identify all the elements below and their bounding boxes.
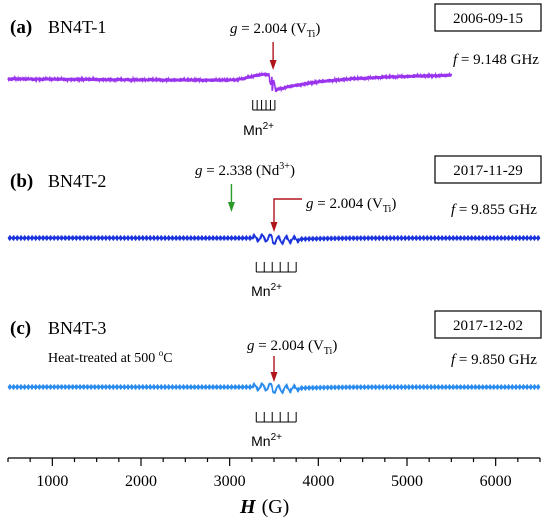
panel-c-date: 2017-12-02 bbox=[453, 318, 523, 334]
panel-a-sample: BN4T-1 bbox=[48, 17, 106, 37]
vti-arrow bbox=[273, 198, 302, 224]
panel-b-sample: BN4T-2 bbox=[48, 171, 106, 191]
mn-label: Mn2+ bbox=[251, 282, 282, 299]
mn-label: Mn2+ bbox=[243, 121, 274, 138]
panel-c-frequency: f = 9.850 GHz bbox=[451, 352, 537, 368]
panel-a-g-label: g = 2.004 (VTi) bbox=[230, 21, 320, 40]
vti-arrowhead bbox=[269, 60, 277, 70]
panel-b-date: 2017-11-29 bbox=[453, 163, 522, 179]
panel-b-label: (b) bbox=[10, 171, 33, 192]
x-tick-label: 1000 bbox=[36, 473, 68, 490]
plot-area: Mn2+ Mn2+ Mn2+ bbox=[7, 42, 541, 449]
spectrum-line-panel-2 bbox=[7, 232, 541, 246]
panel-b-g-label: g = 2.004 (VTi) bbox=[306, 196, 396, 215]
x-axis-ticks: 1000 2000 3000 4000 5000 6000 bbox=[7, 458, 541, 490]
panel-b-date-box bbox=[434, 155, 542, 184]
vti-arrowhead bbox=[270, 222, 278, 232]
x-tick-label: 4000 bbox=[302, 473, 334, 490]
x-axis-label: H (G) bbox=[239, 496, 289, 518]
panel-c-g-label: g = 2.004 (VTi) bbox=[247, 338, 337, 357]
x-tick-label: 3000 bbox=[214, 473, 246, 490]
panel-a-label: (a) bbox=[10, 17, 32, 38]
panel-a-frequency-value: = 9.148 GHz bbox=[457, 52, 539, 68]
panel-c-date-box bbox=[434, 310, 542, 339]
panel-b-frequency: f = 9.855 GHz bbox=[451, 202, 537, 218]
panel-a-date: 2006-09-15 bbox=[453, 11, 523, 27]
x-tick-label: 5000 bbox=[391, 473, 423, 490]
spectrum-line-panel-3 bbox=[7, 381, 541, 395]
panel-c-note: Heat-treated at 500 oC bbox=[48, 348, 173, 366]
nd-arrowhead bbox=[227, 202, 235, 212]
panel-b-nd-label: g = 2.338 (Nd3+) bbox=[195, 161, 295, 179]
panel-a-frequency: f = 9.148 GHz bbox=[453, 52, 539, 68]
panel-c-sample: BN4T-3 bbox=[48, 318, 106, 338]
mn-label: Mn2+ bbox=[251, 432, 282, 449]
panel-a-date-box bbox=[434, 3, 542, 32]
panel-c-label: (c) bbox=[10, 318, 31, 339]
x-tick-label: 2000 bbox=[125, 473, 157, 490]
x-tick-label: 6000 bbox=[480, 473, 512, 490]
spectrum-line-panel-1 bbox=[7, 70, 453, 93]
vti-arrowhead bbox=[270, 372, 278, 382]
